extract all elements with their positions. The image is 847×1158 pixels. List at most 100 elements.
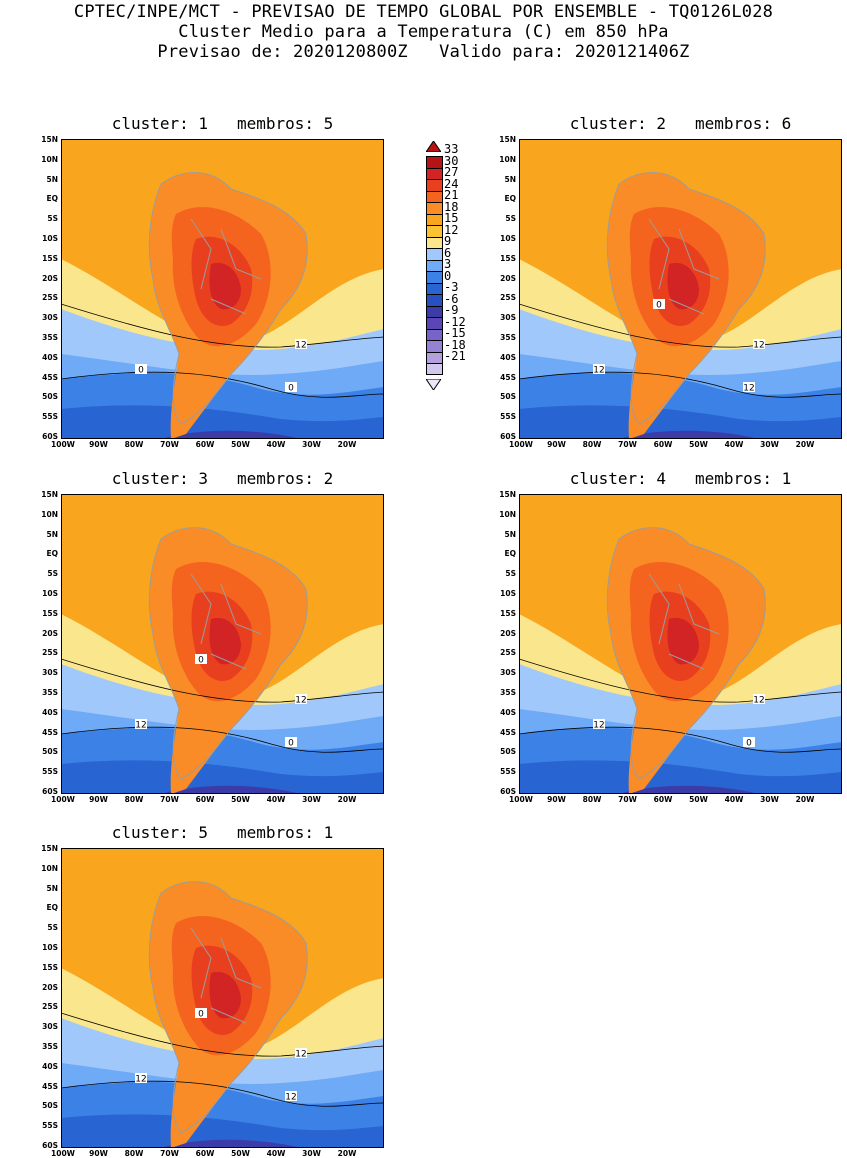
lat-tick-label: 60S — [42, 432, 58, 441]
lat-tick-label: 5N — [504, 174, 517, 184]
lat-tick-label: 10N — [41, 863, 58, 873]
lat-tick-label: 30S — [42, 313, 58, 323]
lat-tick-label: 5N — [504, 529, 517, 539]
lon-tick-label: 50W — [689, 795, 708, 804]
colorbar-swatch — [427, 282, 442, 294]
colorbar — [425, 137, 443, 394]
lon-tick-label: 20W — [795, 440, 815, 449]
lon-tick-label: 70W — [618, 440, 637, 449]
colorbar-label: 9 — [444, 234, 452, 248]
lat-tick-label: 20S — [500, 628, 516, 638]
contour-label: 0 — [288, 739, 294, 749]
lon-tick-label: 40W — [266, 1149, 286, 1158]
cluster-map: 12 12 12 0 — [61, 848, 384, 1148]
lon-tick-label: 40W — [724, 440, 744, 449]
lat-tick-label: 45S — [42, 1081, 58, 1091]
lat-tick-label: 60S — [500, 787, 516, 796]
lon-tick-label: 80W — [582, 795, 602, 804]
lon-tick-label: 90W — [547, 440, 566, 449]
colorbar-label: -18 — [444, 337, 466, 352]
colorbar-label: 24 — [444, 176, 459, 191]
lon-tick-label: 30W — [760, 440, 779, 449]
lon-tick-label: 60W — [653, 440, 673, 449]
contour-label: 12 — [593, 721, 604, 731]
colorbar-label: 33 — [444, 142, 459, 156]
colorbar-label: -6 — [444, 291, 459, 306]
lat-tick-label: 25S — [500, 293, 516, 303]
lat-tick-label: 25S — [500, 648, 516, 658]
colorbar-top-arrow — [425, 140, 442, 153]
contour-label: 12 — [295, 1050, 306, 1060]
lat-tick-label: 25S — [42, 648, 58, 658]
lat-tick-label: 10N — [41, 154, 58, 164]
lat-tick-label: 55S — [42, 412, 58, 422]
lat-tick-label: 15N — [499, 490, 516, 499]
lon-tick-label: 80W — [124, 795, 144, 804]
lon-tick-label: 60W — [195, 1149, 215, 1158]
lat-tick-label: 30S — [42, 668, 58, 678]
lon-tick-label: 90W — [89, 440, 108, 449]
colorbar-label: 27 — [444, 165, 459, 179]
lat-tick-label: EQ — [504, 194, 517, 204]
lat-tick-label: 5S — [47, 214, 58, 224]
lon-tick-label: 40W — [266, 795, 286, 804]
cluster-title: cluster: 4 membros: 1 — [569, 469, 792, 488]
lat-tick-label: 5N — [46, 529, 59, 539]
lon-tick-label: 80W — [124, 440, 144, 449]
lat-tick-label: 40S — [42, 1061, 58, 1071]
lon-tick-label: 90W — [89, 1149, 108, 1158]
lon-tick-label: 50W — [231, 440, 250, 449]
lat-tick-label: 55S — [500, 412, 516, 422]
lat-tick-label: 60S — [42, 1141, 58, 1150]
cluster-title: cluster: 2 membros: 6 — [569, 114, 792, 133]
lat-tick-label: 10N — [499, 154, 516, 164]
lat-tick-label: 35S — [42, 1042, 58, 1051]
lat-tick-label: 15S — [42, 608, 58, 618]
lat-tick-label: 50S — [42, 392, 58, 402]
lon-tick-label: 90W — [547, 795, 566, 804]
contour-label: 0 — [746, 739, 752, 749]
lon-tick-label: 50W — [689, 440, 708, 449]
lat-tick-label: 25S — [42, 1002, 58, 1012]
lon-tick-label: 100W — [51, 440, 75, 449]
lat-tick-label: 55S — [42, 1121, 58, 1131]
cluster-map: 12 12 0 — [519, 494, 842, 794]
lat-tick-label: 10N — [499, 509, 516, 519]
lon-tick-label: 80W — [124, 1149, 144, 1158]
lat-tick-label: 60S — [42, 787, 58, 796]
colorbar-cells — [426, 156, 443, 375]
lat-tick-label: 50S — [500, 747, 516, 757]
lat-tick-label: 55S — [500, 767, 516, 777]
lat-tick-label: 40S — [42, 707, 58, 717]
colorbar-swatch — [427, 167, 442, 179]
lon-tick-label: 100W — [509, 440, 533, 449]
lon-tick-label: 70W — [618, 795, 637, 804]
colorbar-label: -3 — [444, 280, 459, 294]
lat-tick-label: 30S — [500, 668, 516, 678]
lat-tick-label: 15N — [41, 490, 58, 499]
contour-label: 0 — [288, 384, 294, 394]
lat-tick-label: 20S — [42, 628, 58, 638]
lon-tick-label: 50W — [231, 1149, 250, 1158]
header-line-1: CPTEC/INPE/MCT - PREVISAO DE TEMPO GLOBA… — [73, 2, 774, 22]
contour-label: 0 — [198, 656, 204, 666]
colorbar-label: 12 — [444, 222, 459, 237]
lat-tick-label: 15S — [42, 253, 58, 263]
colorbar-label: 3 — [444, 257, 452, 271]
colorbar-swatch — [427, 190, 442, 202]
lat-tick-label: 15N — [41, 844, 58, 853]
lat-tick-label: 45S — [500, 372, 516, 382]
contour-label: 12 — [593, 366, 604, 376]
lon-tick-label: 50W — [231, 795, 250, 804]
colorbar-swatch — [427, 340, 442, 352]
colorbar-swatch — [427, 248, 442, 260]
lon-tick-label: 20W — [337, 440, 357, 449]
colorbar-swatch — [427, 317, 442, 329]
lat-tick-label: 30S — [42, 1022, 58, 1032]
colorbar-label: 6 — [444, 245, 452, 260]
lat-tick-label: 40S — [500, 707, 516, 717]
header-line-2: Cluster Medio para a Temperatura (C) em … — [178, 22, 669, 42]
colorbar-label: 18 — [444, 199, 459, 214]
lon-tick-label: 100W — [51, 795, 75, 804]
lon-tick-label: 100W — [509, 795, 533, 804]
